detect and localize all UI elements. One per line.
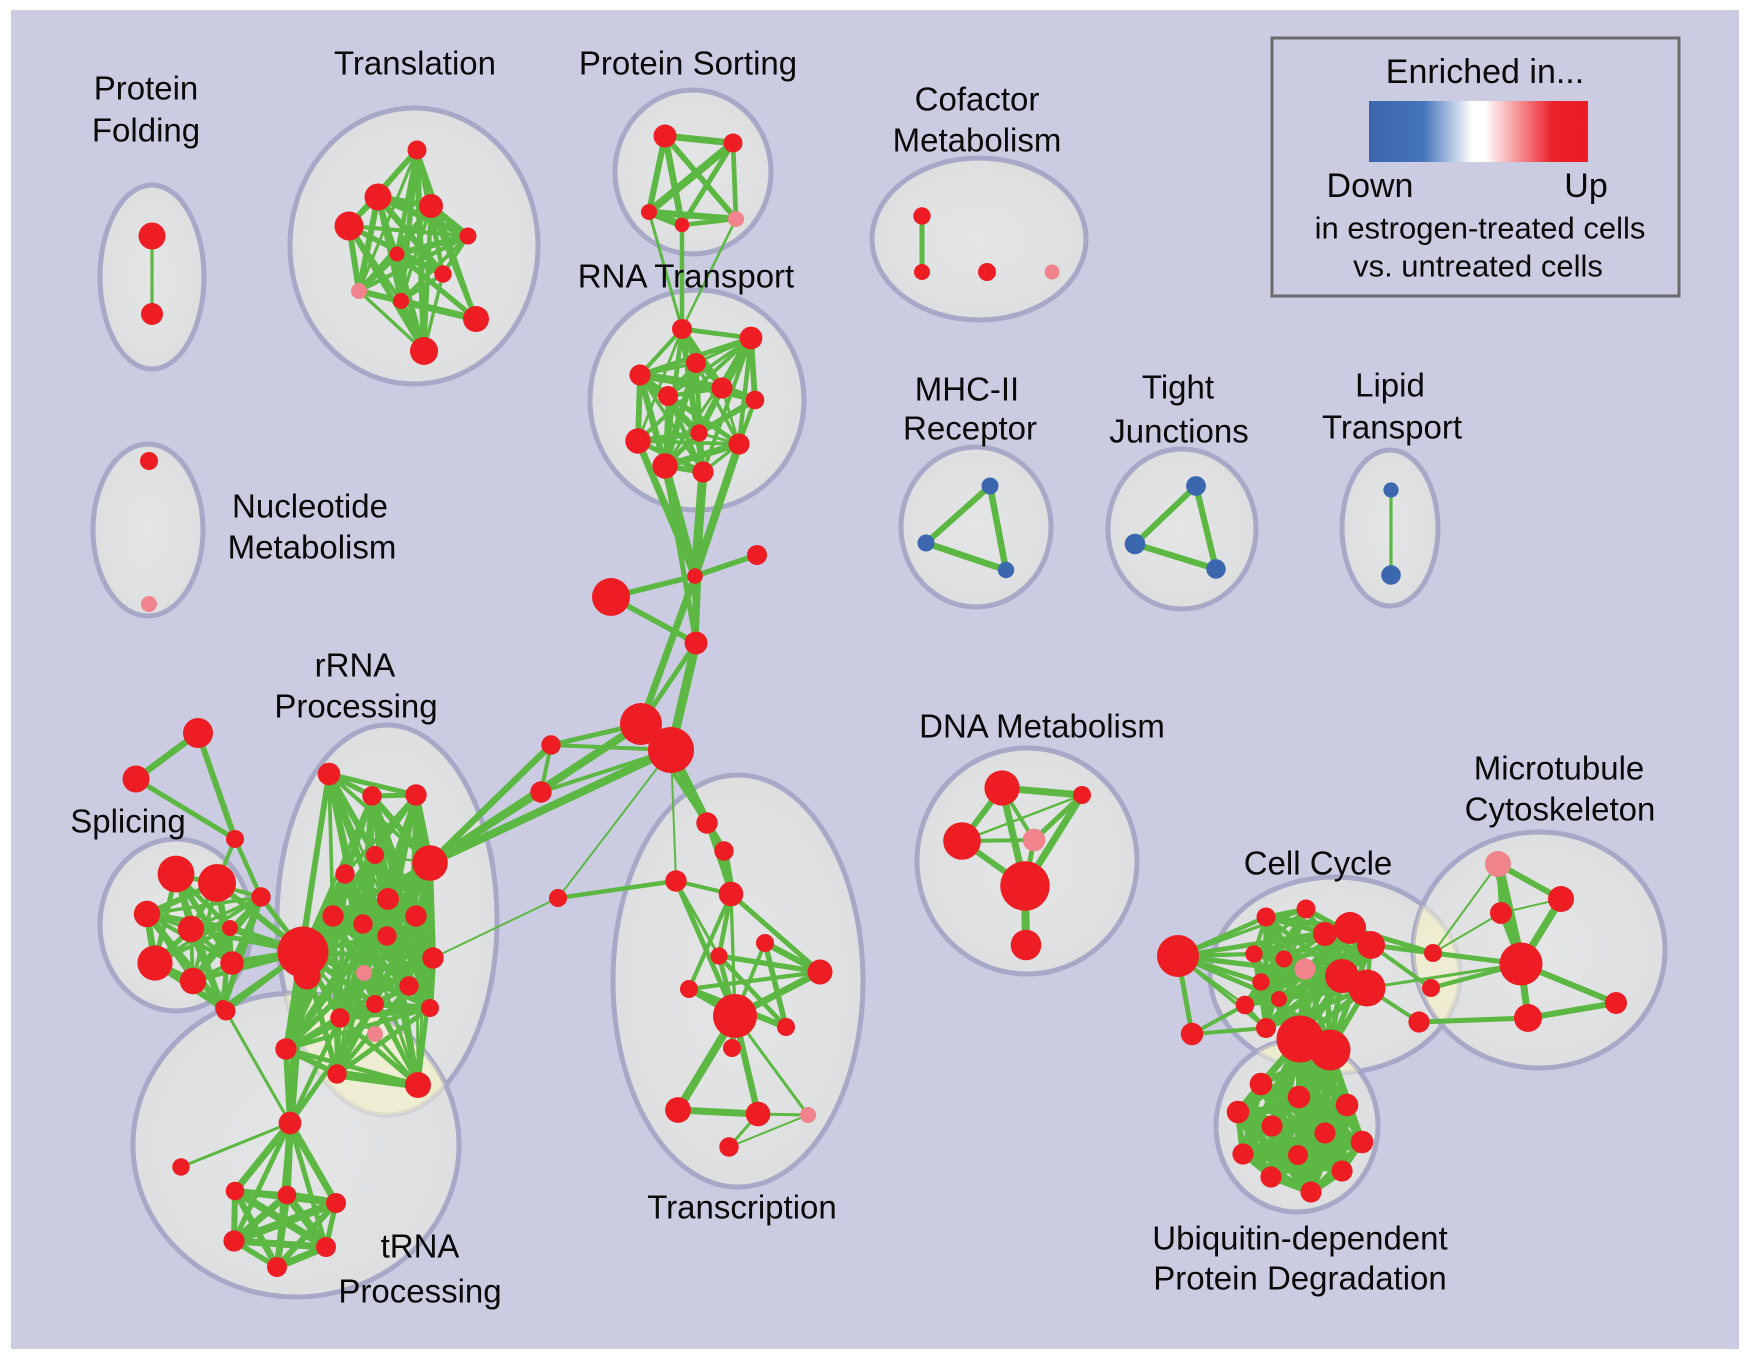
- svg-text:MHC-II: MHC-II: [915, 371, 1019, 408]
- svg-text:Metabolism: Metabolism: [893, 122, 1062, 159]
- svg-text:Receptor: Receptor: [903, 410, 1037, 447]
- svg-text:Metabolism: Metabolism: [228, 529, 397, 566]
- svg-text:Cell Cycle: Cell Cycle: [1244, 845, 1393, 882]
- svg-text:Translation: Translation: [334, 45, 496, 82]
- svg-text:in estrogen-treated cells: in estrogen-treated cells: [1315, 211, 1646, 246]
- svg-text:Junctions: Junctions: [1109, 413, 1248, 450]
- svg-text:Processing: Processing: [338, 1273, 501, 1310]
- svg-text:Ubiquitin-dependent: Ubiquitin-dependent: [1152, 1220, 1447, 1257]
- svg-text:Transcription: Transcription: [647, 1189, 837, 1226]
- svg-text:Microtubule: Microtubule: [1474, 750, 1645, 787]
- svg-text:Cytoskeleton: Cytoskeleton: [1465, 791, 1656, 828]
- svg-text:Protein: Protein: [94, 70, 199, 107]
- svg-text:Cofactor: Cofactor: [915, 81, 1040, 118]
- svg-text:tRNA: tRNA: [381, 1228, 460, 1265]
- svg-text:Tight: Tight: [1142, 369, 1214, 406]
- svg-text:Lipid: Lipid: [1355, 367, 1425, 404]
- svg-text:Down: Down: [1327, 167, 1414, 205]
- svg-text:rRNA: rRNA: [315, 647, 396, 684]
- svg-text:vs. untreated cells: vs. untreated cells: [1353, 249, 1603, 284]
- svg-text:Splicing: Splicing: [70, 803, 186, 840]
- svg-text:DNA Metabolism: DNA Metabolism: [919, 708, 1165, 745]
- svg-text:Transport: Transport: [1322, 409, 1462, 446]
- svg-text:Protein Degradation: Protein Degradation: [1153, 1260, 1447, 1297]
- svg-text:Folding: Folding: [92, 112, 200, 149]
- svg-text:Nucleotide: Nucleotide: [232, 488, 388, 525]
- svg-text:Enriched in...: Enriched in...: [1386, 53, 1584, 91]
- svg-text:Processing: Processing: [274, 688, 437, 725]
- svg-text:Protein Sorting: Protein Sorting: [579, 45, 797, 82]
- svg-text:Up: Up: [1564, 167, 1607, 205]
- svg-text:RNA Transport: RNA Transport: [578, 258, 794, 295]
